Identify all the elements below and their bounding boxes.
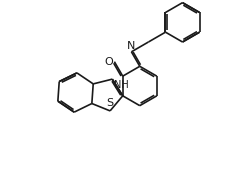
Text: N: N	[127, 41, 136, 51]
Text: O: O	[105, 57, 113, 67]
Text: NH: NH	[114, 80, 129, 90]
Text: S: S	[107, 98, 114, 108]
